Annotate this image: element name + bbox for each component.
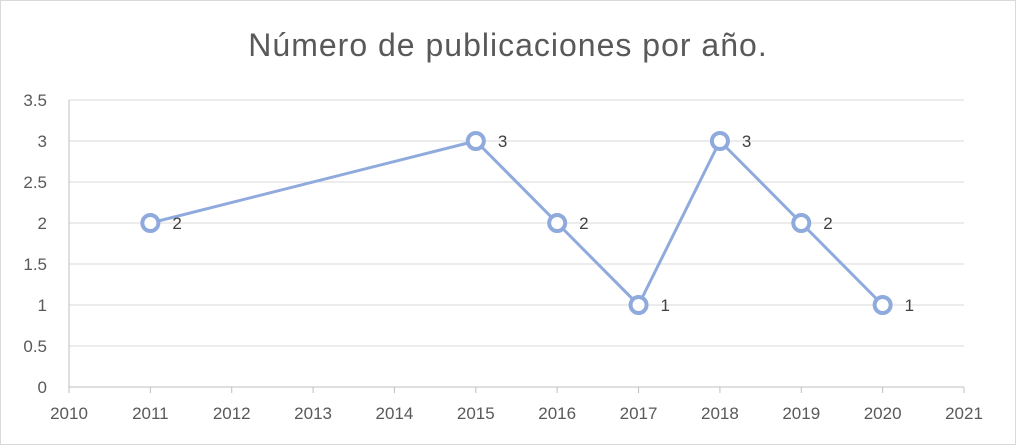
x-tick-label: 2018 [701,404,739,423]
series-layer: 2 3 2 1 3 2 1 [140,131,914,315]
x-tick-label: 2017 [620,404,658,423]
chart-title: Número de publicaciones por año. [248,27,768,63]
y-tick-label: 1 [38,296,47,315]
x-tick-label: 2012 [213,404,251,423]
data-point [872,295,893,315]
data-point [140,213,161,233]
y-axis-ticks: 0 0.5 1 1.5 2 2.5 3 3.5 [23,91,47,397]
data-label: 2 [823,214,832,233]
y-tick-label: 2.5 [23,173,47,192]
y-tick-label: 1.5 [23,255,47,274]
data-label: 3 [498,132,507,151]
axes [68,100,964,388]
data-point [709,131,730,151]
x-tick-label: 2021 [945,404,983,423]
x-tick-label: 2016 [538,404,576,423]
x-tick-label: 2011 [132,404,169,423]
x-tick-label: 2020 [864,404,902,423]
y-tick-label: 0.5 [23,337,47,356]
y-tick-label: 3 [38,132,47,151]
x-tick-label: 2014 [376,404,414,423]
data-label: 3 [742,132,751,151]
x-tick-label: 2013 [294,404,332,423]
x-axis-ticks: 2010 2011 2012 2013 2014 2015 2016 2017 2018 2019… [50,387,983,423]
gridlines [69,99,964,347]
x-tick-label: 2015 [457,404,495,423]
data-label: 1 [905,296,914,315]
y-tick-label: 2 [38,214,47,233]
x-tick-label: 2010 [50,404,88,423]
data-label: 1 [661,296,670,315]
data-label: 2 [579,214,588,233]
x-tick-label: 2019 [782,404,820,423]
y-tick-label: 3.5 [23,91,47,110]
y-tick-label: 0 [38,378,47,397]
data-label: 2 [172,214,181,233]
data-point [791,213,812,233]
data-point [465,131,486,151]
data-point [547,213,568,233]
data-point [628,295,649,315]
